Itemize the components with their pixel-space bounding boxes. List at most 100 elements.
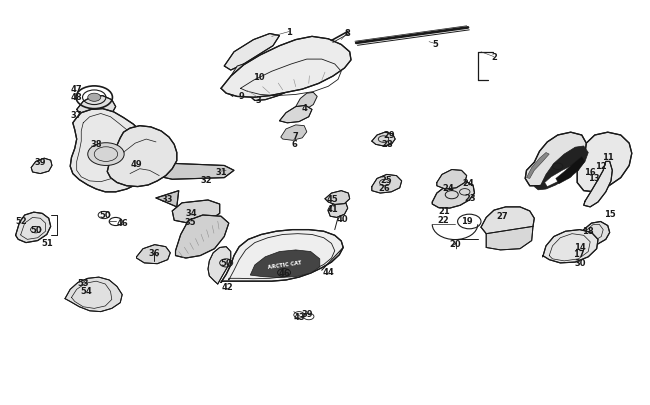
Text: 51: 51 <box>41 239 53 247</box>
Text: ARCTIC CAT: ARCTIC CAT <box>267 259 302 269</box>
Polygon shape <box>577 133 632 192</box>
Polygon shape <box>545 166 573 187</box>
Polygon shape <box>281 126 307 141</box>
Polygon shape <box>578 222 610 246</box>
Text: 53: 53 <box>77 278 89 287</box>
Text: 24: 24 <box>443 184 454 193</box>
Polygon shape <box>525 133 586 186</box>
Circle shape <box>88 94 101 102</box>
Text: 16: 16 <box>584 168 595 177</box>
Polygon shape <box>437 170 467 190</box>
Polygon shape <box>136 245 170 264</box>
Text: 33: 33 <box>162 195 174 204</box>
Text: 25: 25 <box>380 176 392 185</box>
Polygon shape <box>234 68 270 85</box>
Text: 45: 45 <box>327 195 339 204</box>
Text: 41: 41 <box>327 205 339 214</box>
Polygon shape <box>584 162 612 207</box>
Text: 37: 37 <box>71 111 83 120</box>
Text: 28: 28 <box>382 139 393 148</box>
Text: 54: 54 <box>81 286 92 295</box>
Polygon shape <box>16 213 51 243</box>
Text: 19: 19 <box>461 216 473 225</box>
Text: 39: 39 <box>302 309 313 318</box>
Text: 34: 34 <box>186 209 198 218</box>
Polygon shape <box>70 109 155 192</box>
Text: 9: 9 <box>239 92 244 101</box>
Text: 26: 26 <box>378 184 390 193</box>
Text: 31: 31 <box>215 167 227 176</box>
Text: 5: 5 <box>432 40 439 49</box>
Text: 48: 48 <box>71 93 83 102</box>
Polygon shape <box>107 126 177 187</box>
Text: 15: 15 <box>604 209 616 218</box>
Text: 21: 21 <box>438 207 450 215</box>
Polygon shape <box>526 153 549 179</box>
Text: 44: 44 <box>322 268 334 277</box>
Text: 7: 7 <box>293 131 298 140</box>
Text: 32: 32 <box>200 175 212 184</box>
Text: 1: 1 <box>286 28 292 37</box>
Polygon shape <box>481 207 534 238</box>
Polygon shape <box>556 157 585 184</box>
Polygon shape <box>221 37 351 98</box>
Polygon shape <box>328 202 348 218</box>
Text: 27: 27 <box>497 211 508 220</box>
Text: 40: 40 <box>337 214 348 223</box>
Text: 39: 39 <box>34 158 46 166</box>
Polygon shape <box>534 147 588 190</box>
Text: 50: 50 <box>220 259 232 268</box>
Text: 36: 36 <box>148 248 160 257</box>
Polygon shape <box>280 106 312 124</box>
Circle shape <box>88 143 124 166</box>
Polygon shape <box>159 164 234 180</box>
Text: 4: 4 <box>301 104 307 113</box>
Text: 22: 22 <box>437 215 449 224</box>
Text: 50: 50 <box>30 226 42 234</box>
Text: 14: 14 <box>574 243 586 252</box>
Polygon shape <box>296 93 317 111</box>
Text: 52: 52 <box>15 216 27 225</box>
Text: 29: 29 <box>383 130 395 139</box>
Polygon shape <box>221 230 343 283</box>
Text: 38: 38 <box>90 140 102 149</box>
Text: 49: 49 <box>131 159 142 168</box>
Polygon shape <box>227 65 246 97</box>
Polygon shape <box>65 277 122 312</box>
Polygon shape <box>432 182 474 209</box>
Polygon shape <box>127 159 148 171</box>
Polygon shape <box>156 191 179 207</box>
Polygon shape <box>250 68 309 101</box>
Polygon shape <box>486 227 533 250</box>
Polygon shape <box>172 200 220 224</box>
Text: 11: 11 <box>602 153 614 162</box>
Text: 30: 30 <box>575 259 586 268</box>
Text: 8: 8 <box>345 29 350 38</box>
Text: 17: 17 <box>573 250 585 259</box>
Text: 2: 2 <box>491 53 497 62</box>
Text: 50: 50 <box>99 211 111 220</box>
Polygon shape <box>224 34 280 71</box>
Polygon shape <box>372 175 402 194</box>
Polygon shape <box>176 215 229 258</box>
Text: 35: 35 <box>185 217 196 226</box>
Polygon shape <box>31 159 52 174</box>
Polygon shape <box>250 250 320 278</box>
Text: 47: 47 <box>71 85 83 94</box>
Text: 20: 20 <box>449 239 461 248</box>
Text: 6: 6 <box>291 140 298 149</box>
Text: 23: 23 <box>465 194 476 203</box>
Text: 43: 43 <box>293 312 305 321</box>
Polygon shape <box>325 191 350 205</box>
Polygon shape <box>543 230 598 263</box>
Polygon shape <box>208 247 231 284</box>
Text: 13: 13 <box>588 174 599 183</box>
Polygon shape <box>372 133 395 147</box>
Text: 24: 24 <box>462 179 474 188</box>
Text: 18: 18 <box>582 226 594 235</box>
Text: 46: 46 <box>116 218 128 227</box>
Polygon shape <box>77 96 116 119</box>
Text: 3: 3 <box>256 96 261 105</box>
Text: 42: 42 <box>222 282 233 291</box>
Text: 10: 10 <box>253 73 265 82</box>
